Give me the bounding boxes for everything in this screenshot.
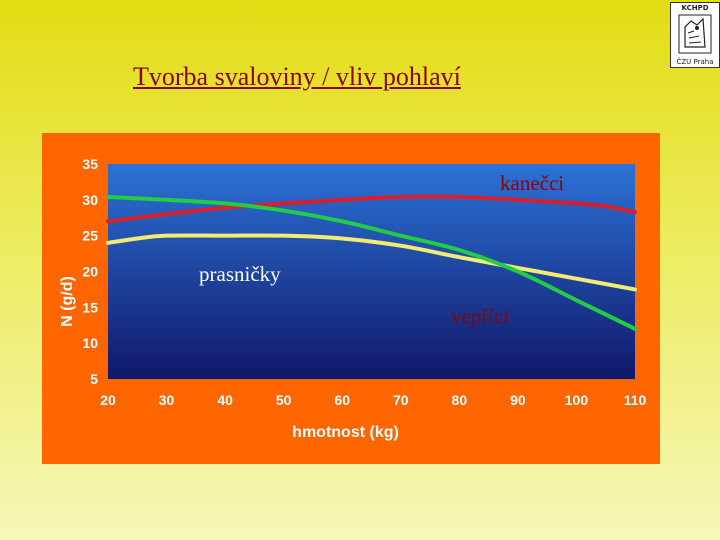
y-tick-label: 20 <box>82 264 98 280</box>
series-annotation-prasnicky: prasničky <box>199 262 281 286</box>
series-annotation-kanecci: kanečci <box>500 171 565 195</box>
x-tick-label: 80 <box>452 392 468 408</box>
y-axis-label: N (g/d) <box>59 276 76 327</box>
logo-emblem-icon <box>678 14 712 54</box>
y-tick-label: 35 <box>82 156 98 172</box>
x-tick-label: 30 <box>159 392 175 408</box>
logo-bottom-text: ČZU Praha <box>676 58 714 66</box>
x-tick-label: 60 <box>334 392 350 408</box>
chart-panel: 35 30 25 20 15 10 5 20 30 40 50 60 70 80 90 100 110 hmo… <box>42 133 660 464</box>
y-tick-label: 10 <box>82 335 98 351</box>
x-axis-ticks: 20 30 40 50 60 70 80 90 100 110 <box>100 392 646 408</box>
x-tick-label: 40 <box>217 392 233 408</box>
y-tick-label: 25 <box>82 228 98 244</box>
series-annotation-vepric: vepříci <box>451 304 510 328</box>
y-tick-label: 15 <box>82 299 98 315</box>
series-line-vepric <box>106 194 637 331</box>
x-tick-label: 110 <box>624 392 647 408</box>
university-logo: KCHPD ČZU Praha <box>670 2 720 68</box>
x-tick-label: 20 <box>100 392 116 408</box>
slide-title: Tvorba svaloviny / vliv pohlaví <box>133 62 461 91</box>
x-tick-label: 50 <box>276 392 292 408</box>
y-tick-label: 30 <box>82 192 98 208</box>
series-line-prasnicky <box>106 233 637 292</box>
y-axis-ticks: 35 30 25 20 15 10 5 <box>82 156 98 387</box>
x-tick-label: 90 <box>510 392 526 408</box>
logo-top-text: KCHPD <box>681 4 709 12</box>
series-lines <box>106 194 637 331</box>
x-axis-label: hmotnost (kg) <box>292 424 399 441</box>
x-tick-label: 70 <box>393 392 409 408</box>
line-chart: 35 30 25 20 15 10 5 20 30 40 50 60 70 80 90 100 110 hmo… <box>59 156 647 441</box>
x-tick-label: 100 <box>565 392 589 408</box>
series-line-kanecci <box>106 194 637 224</box>
y-tick-label: 5 <box>90 371 98 387</box>
